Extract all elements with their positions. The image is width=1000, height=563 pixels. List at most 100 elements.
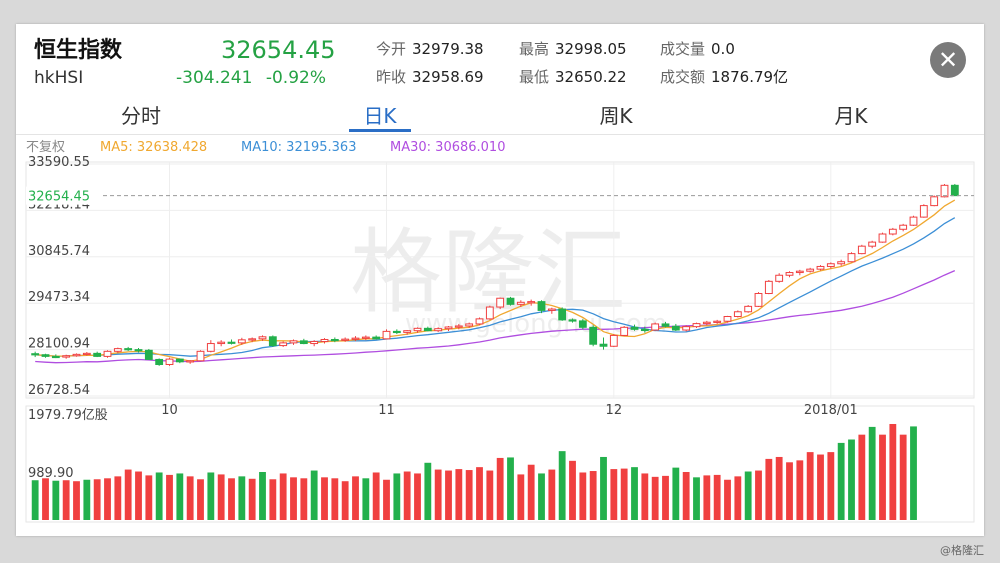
index-code: hkHSI: [34, 68, 84, 88]
candle-body: [465, 323, 474, 327]
candle-body: [671, 325, 680, 331]
volume-bar: [207, 472, 215, 520]
y-tick-label: 29473.34: [28, 290, 90, 305]
volume-bar: [910, 426, 917, 520]
y-tick-label: 33590.55: [28, 155, 90, 170]
y-tick-label: 26728.54: [28, 383, 90, 398]
candle-body: [41, 354, 50, 357]
candle-body: [940, 184, 949, 198]
volume-bar: [558, 451, 566, 520]
volume-bar: [62, 480, 70, 520]
candle-body: [682, 326, 691, 331]
volume-bar: [372, 472, 380, 520]
candle-body: [878, 233, 887, 243]
candle-body: [909, 216, 918, 226]
volume-bar: [414, 473, 421, 520]
candle-body: [516, 301, 525, 305]
volume-bar: [786, 462, 793, 520]
stat-prev-close: 昨收 32958.69: [376, 66, 484, 87]
stat-value: 32958.69: [412, 68, 484, 86]
candle-body: [268, 336, 277, 347]
tab-weekly-k[interactable]: 周K: [599, 104, 633, 128]
volume-bar: [507, 457, 514, 520]
volume-bar: [662, 475, 669, 520]
candle-body: [62, 355, 71, 358]
candle-body: [206, 343, 215, 352]
candle-body: [103, 350, 112, 357]
legend-ma5-name: MA5: 32638.428: [100, 140, 207, 155]
candle-body: [620, 326, 629, 336]
volume-bar: [114, 476, 122, 520]
volume-bar: [848, 439, 855, 520]
volume-bar: [631, 467, 638, 520]
candle-body: [372, 336, 381, 340]
candle-body: [651, 323, 660, 331]
volume-bar: [806, 452, 814, 520]
change-percent: -0.92%: [265, 68, 326, 88]
volume-bar: [362, 478, 370, 520]
volume-bar: [259, 471, 266, 520]
volume-bar: [352, 476, 359, 520]
candle-body: [227, 341, 236, 344]
candle-body: [733, 311, 742, 317]
volume-max-label: 1979.79亿股: [28, 408, 108, 423]
tab-intraday[interactable]: 分时: [121, 104, 161, 128]
candle-body: [496, 297, 505, 308]
candle-body: [186, 360, 195, 363]
candle-body: [640, 328, 649, 332]
kline-chart[interactable]: 格隆汇 www.gelonghui.com 不复权 MA5: 32638.428…: [16, 134, 984, 534]
stat-label: 成交额: [660, 68, 706, 86]
candle-body: [423, 327, 432, 332]
volume-bar: [135, 471, 142, 520]
candle-body: [857, 245, 866, 255]
candle-body: [702, 321, 711, 325]
volume-bar: [445, 470, 452, 520]
volume-bar: [858, 434, 866, 520]
candle-body: [919, 205, 928, 218]
candle-body: [475, 318, 484, 325]
adjust-label: 不复权: [26, 139, 65, 155]
candle-body: [888, 228, 897, 235]
volume-plot-frame: [25, 405, 975, 523]
current-price-tag: [26, 186, 100, 205]
volume-bar: [610, 469, 618, 520]
candle-body: [320, 338, 329, 343]
candle-body: [775, 274, 784, 282]
stat-volume: 成交量 0.0: [660, 38, 735, 59]
candle-body: [134, 349, 143, 352]
legend-ma10: MA10: 32195.363: [241, 140, 356, 155]
x-tick-label: 10: [161, 403, 178, 418]
volume-bar: [248, 478, 256, 520]
candle-body: [764, 280, 773, 295]
volume-bar: [124, 469, 132, 520]
volume-bar: [176, 473, 184, 520]
chart-marks: 33590.5532218.1430845.7429473.3428100.94…: [26, 155, 974, 520]
close-button[interactable]: ✕: [930, 42, 966, 78]
ma10-line: [35, 217, 956, 357]
candle-body: [434, 328, 443, 332]
candle-body: [816, 265, 825, 270]
candle-body: [248, 338, 257, 341]
volume-bar: [713, 474, 721, 520]
candle-body: [51, 355, 60, 359]
volume-bar: [765, 458, 773, 520]
stat-low: 最低 32650.22: [519, 66, 627, 87]
volume-bar: [579, 472, 587, 520]
price-change: -304.241 -0.92%: [176, 68, 334, 88]
volume-bar: [383, 479, 390, 520]
stat-value: 0.0: [711, 40, 735, 58]
volume-bar: [641, 473, 649, 520]
volume-bar: [93, 479, 101, 520]
candle-body: [382, 330, 391, 340]
tab-monthly-k[interactable]: 月K: [834, 104, 868, 128]
volume-bar: [672, 467, 680, 520]
candle-body: [310, 341, 319, 345]
tab-daily-k[interactable]: 日K: [363, 104, 397, 128]
stat-value: 32650.22: [555, 68, 627, 86]
volume-bar: [186, 476, 194, 520]
volume-bar: [693, 477, 700, 520]
volume-bar: [868, 426, 876, 520]
volume-bar: [145, 475, 153, 520]
volume-bar: [290, 477, 297, 520]
stat-high: 最高 32998.05: [519, 38, 627, 59]
